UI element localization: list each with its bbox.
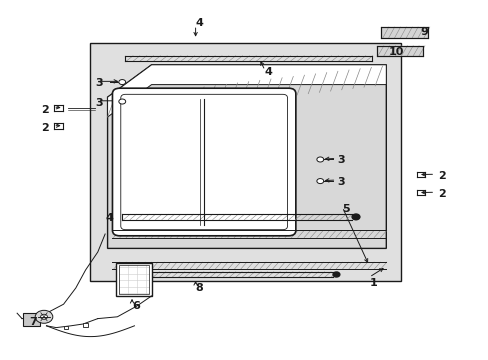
Text: 2: 2: [437, 171, 445, 181]
Text: 9: 9: [420, 27, 427, 37]
Bar: [376, 46, 422, 56]
Text: 1: 1: [368, 278, 376, 288]
Text: 3: 3: [95, 98, 103, 108]
Circle shape: [119, 80, 125, 85]
Text: 2: 2: [437, 189, 445, 199]
Text: 3: 3: [337, 177, 345, 187]
Text: 2: 2: [41, 105, 49, 115]
Bar: [63, 326, 68, 329]
Text: 5: 5: [342, 204, 349, 214]
Text: 6: 6: [132, 301, 140, 311]
Polygon shape: [107, 65, 386, 117]
Bar: [83, 323, 88, 327]
Text: 2: 2: [41, 123, 49, 133]
Text: 10: 10: [388, 47, 403, 57]
Bar: [90, 43, 400, 281]
Circle shape: [119, 99, 125, 104]
Bar: [23, 313, 40, 326]
FancyBboxPatch shape: [112, 88, 295, 236]
Circle shape: [351, 214, 359, 220]
Text: 7: 7: [29, 317, 37, 327]
Text: 8: 8: [195, 283, 203, 293]
Circle shape: [316, 179, 323, 184]
Circle shape: [316, 157, 323, 162]
Text: 4: 4: [105, 213, 113, 223]
Circle shape: [35, 310, 53, 323]
Circle shape: [41, 314, 47, 319]
Circle shape: [332, 272, 339, 277]
Text: 3: 3: [337, 155, 345, 165]
Bar: [381, 27, 427, 38]
Polygon shape: [107, 65, 386, 248]
Polygon shape: [116, 263, 151, 296]
Text: 4: 4: [195, 18, 203, 28]
Text: 4: 4: [264, 67, 271, 77]
Text: 3: 3: [95, 78, 103, 88]
